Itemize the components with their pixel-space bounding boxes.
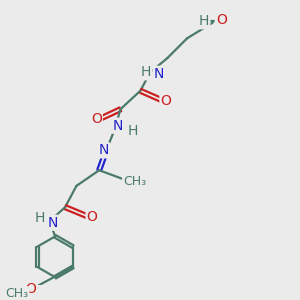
Text: O: O (87, 210, 98, 224)
Text: N: N (47, 216, 58, 230)
Text: N: N (112, 119, 123, 133)
Text: N: N (99, 143, 109, 158)
Text: O: O (216, 13, 226, 27)
Text: N: N (154, 67, 164, 81)
Text: O: O (91, 112, 102, 126)
Text: CH₃: CH₃ (5, 287, 28, 300)
Text: H: H (34, 211, 45, 225)
Text: CH₃: CH₃ (123, 175, 146, 188)
Text: O: O (160, 94, 171, 108)
Text: O: O (26, 282, 37, 296)
Text: H: H (199, 14, 209, 28)
Text: H: H (141, 65, 151, 79)
Text: H: H (127, 124, 138, 137)
